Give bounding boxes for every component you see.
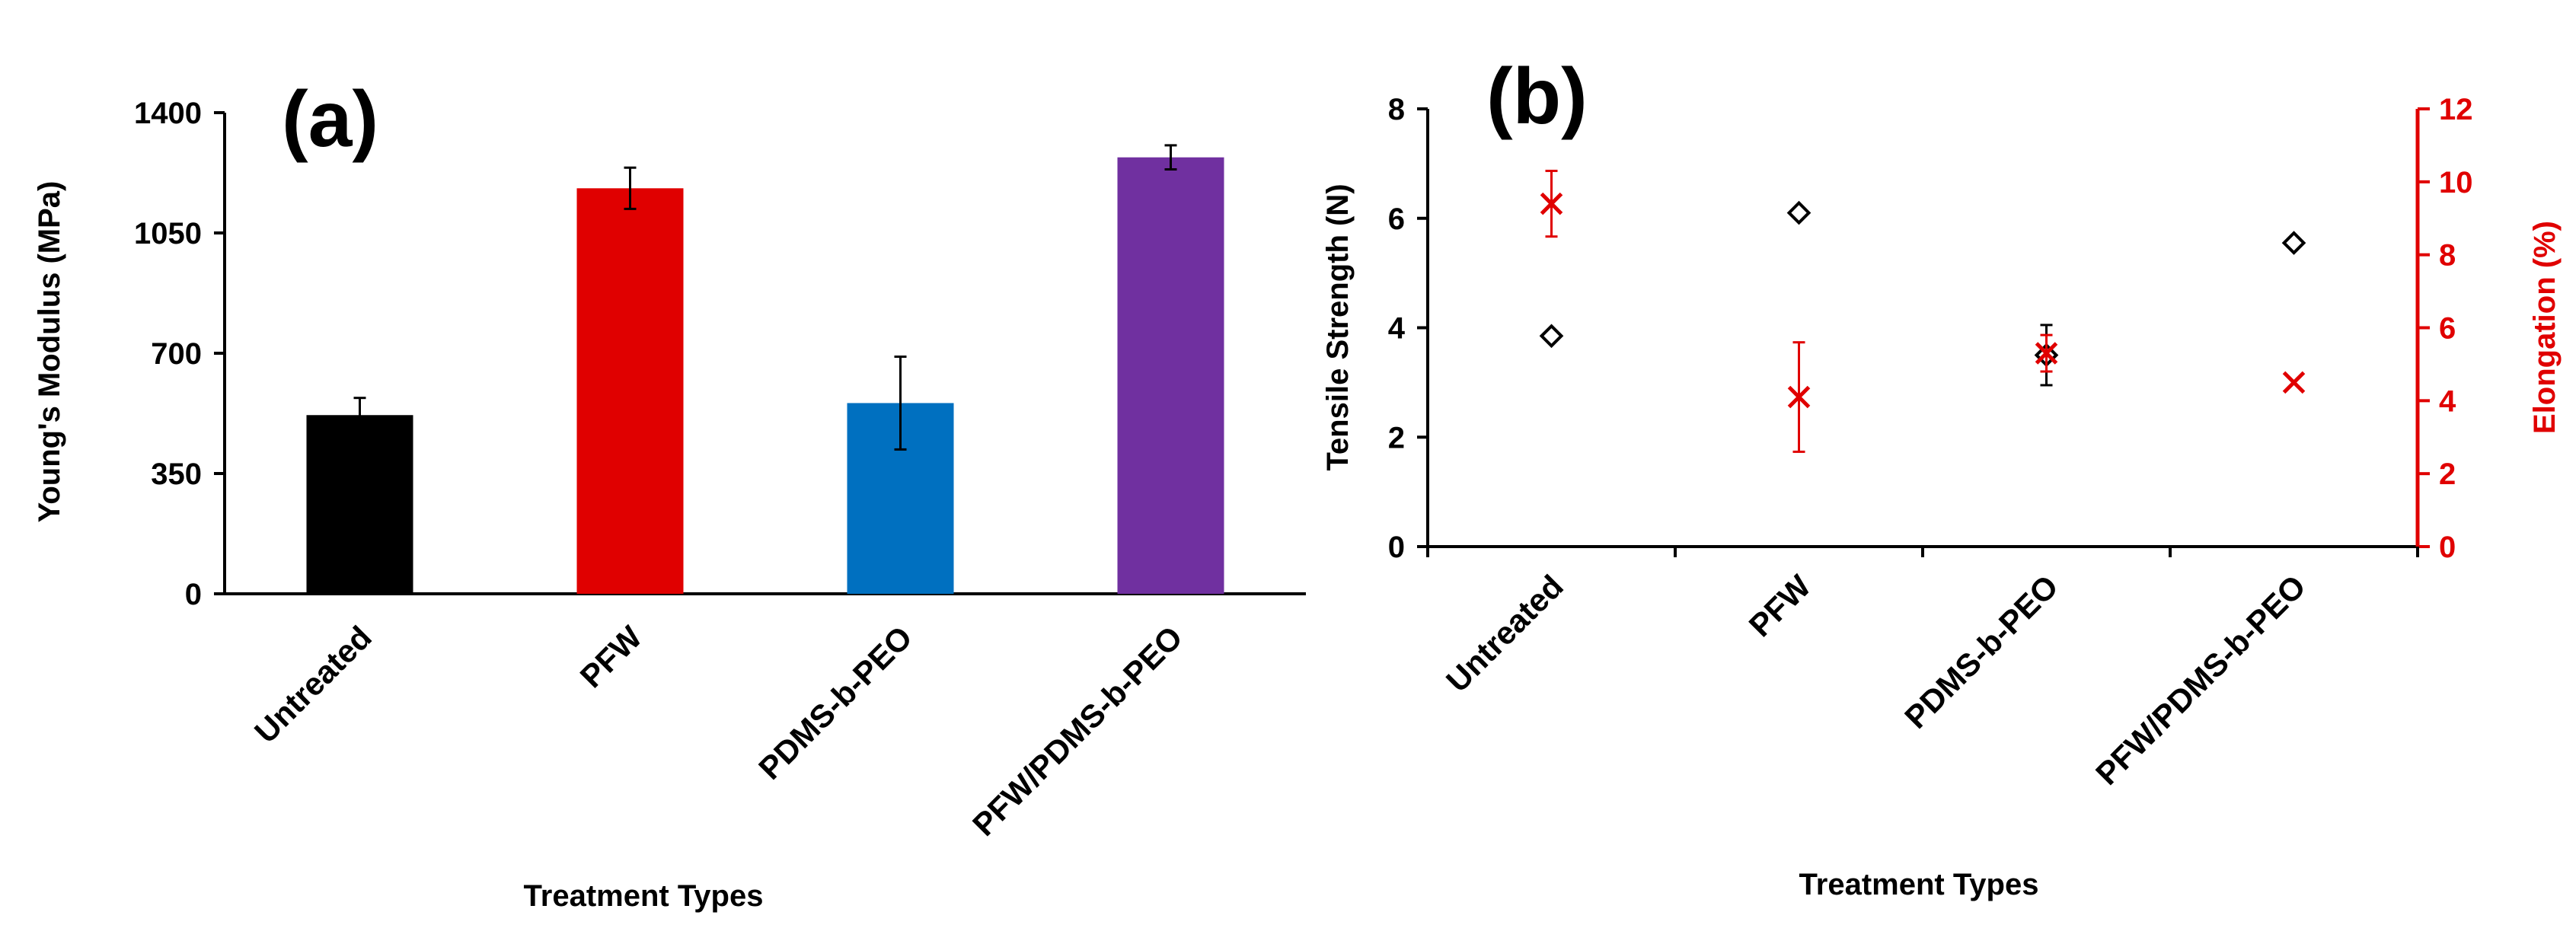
panel-b-category-label: PFW/PDMS-b-PEO xyxy=(2089,568,2313,792)
panel-a-bar xyxy=(306,415,413,594)
panel-b-plot: 0 2 4 6 8 0 2 4 6 8 10 12 Untreated PFW PDMS-b-PEO PFW/… xyxy=(1388,93,2473,792)
panel-a-plot: 0 350 700 1050 1400 Untreated PFW PDMS-b-PEO PFW… xyxy=(134,97,1306,843)
panel-a-category-label: PFW xyxy=(573,619,649,694)
panel-a-y-axis-title: Young's Modulus (MPa) xyxy=(33,181,66,523)
panel-b-y-tick-label: 2 xyxy=(1388,421,1405,454)
panel-b-y2-tick-label: 0 xyxy=(2439,531,2456,564)
panel-b-y2-tick-label: 8 xyxy=(2439,239,2456,273)
panel-b-y2-tick-label: 4 xyxy=(2439,384,2456,418)
panel-b-category-label: PDMS-b-PEO xyxy=(1898,568,2065,735)
panel-b-point-elongation-stroke xyxy=(1787,385,1811,409)
panel-b-point-elongation xyxy=(2282,371,2306,394)
panel-b-point-elongation-stroke xyxy=(1540,192,1563,215)
panel-b-y-tick-label: 0 xyxy=(1388,531,1405,564)
panel-b-y2-tick-label: 6 xyxy=(2439,312,2456,346)
panel-b-point-elongation xyxy=(1540,192,1563,215)
panel-b-y2-tick-label: 12 xyxy=(2439,93,2473,126)
panel-a-y-tick-label: 350 xyxy=(151,458,202,491)
panel-a-y-tick-label: 1050 xyxy=(134,217,202,250)
panel-b-point-tensile-strength xyxy=(1786,200,1811,225)
panel-a-y-tick-label: 700 xyxy=(151,337,202,371)
panel-b-label: (b) xyxy=(1486,53,1588,141)
panel-a-category-label: Untreated xyxy=(247,619,378,750)
panel-a-bar xyxy=(1117,157,1224,594)
panel-a-label: (a) xyxy=(282,75,378,164)
panel-b-point-elongation xyxy=(2035,342,2058,365)
panel-b-point-elongation xyxy=(1787,385,1811,409)
panel-b-x-axis-title: Treatment Types xyxy=(1799,868,2039,901)
panel-a-x-axis-title: Treatment Types xyxy=(524,879,764,913)
panel-a-y-tick-label: 1400 xyxy=(134,97,202,130)
panel-a-category-label: PDMS-b-PEO xyxy=(752,619,919,786)
panel-b-point-tensile-strength xyxy=(2281,231,2306,255)
panel-b-y2-axis-title: Elongation (%) xyxy=(2528,221,2562,434)
panel-a-bar xyxy=(576,188,684,595)
panel-a-y-tick-label: 0 xyxy=(185,578,202,611)
panel-b-y-tick-label: 4 xyxy=(1388,312,1406,346)
panel-b-category-label: PFW xyxy=(1742,568,1818,643)
panel-b-point-tensile-strength xyxy=(1539,324,1564,349)
panel-b-y-tick-label: 6 xyxy=(1388,203,1405,236)
panel-b-y2-tick-label: 10 xyxy=(2439,166,2473,199)
panel-b-category-label: Untreated xyxy=(1439,568,1570,699)
panel-a-category-label: PFW/PDMS-b-PEO xyxy=(966,619,1189,843)
panel-b-point-elongation-stroke xyxy=(2282,371,2306,394)
panel-b-y-axis-title: Tensile Strength (N) xyxy=(1321,183,1355,470)
panel-b-y2-tick-label: 2 xyxy=(2439,458,2456,491)
panel-b-point-elongation-stroke xyxy=(2035,342,2058,365)
panel-b-y-tick-label: 8 xyxy=(1388,93,1405,126)
